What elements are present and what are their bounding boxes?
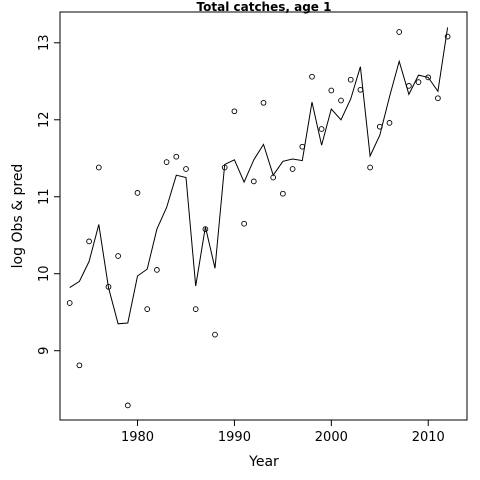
observed-point (347, 76, 354, 83)
observed-point (338, 97, 344, 104)
y-tick-label: 12 (37, 112, 52, 129)
x-tick-label: 2010 (412, 430, 445, 445)
observed-point (280, 190, 286, 197)
observed-point (231, 108, 238, 115)
observed-point (318, 126, 325, 132)
observed-point (124, 402, 131, 409)
y-axis: 9 10 11 12 13 (37, 35, 60, 355)
observed-point (328, 87, 335, 94)
x-tick-label: 2000 (315, 430, 348, 445)
observed-point (289, 166, 296, 172)
x-tick-label: 1980 (121, 430, 154, 445)
observed-point (144, 306, 151, 312)
plot-frame (59, 11, 468, 421)
observed-point (367, 164, 373, 171)
x-tick-label: 1990 (218, 430, 251, 445)
observed-point (241, 220, 247, 227)
observed-point (357, 86, 364, 93)
observed-point (415, 79, 422, 85)
observed-point (163, 159, 170, 165)
y-axis-title: log Obs & pred (10, 164, 26, 269)
chart-title: Total catches, age 1 (197, 0, 332, 14)
x-axis: 1980 1990 2000 2010 (121, 420, 445, 445)
observed-point (134, 190, 141, 196)
observed-point (212, 331, 218, 338)
y-tick-label: 11 (37, 188, 52, 205)
x-axis-title: Year (248, 454, 279, 470)
observed-point (86, 238, 92, 245)
observed-point (202, 226, 209, 232)
observed-point (396, 29, 403, 35)
plot-area (66, 27, 451, 409)
observed-point (435, 95, 441, 102)
observed-point (183, 166, 189, 172)
y-tick-label: 10 (37, 265, 52, 282)
observed-point (154, 267, 160, 273)
observed-point (250, 178, 257, 185)
y-tick-label: 9 (37, 347, 52, 355)
observed-point (425, 74, 432, 81)
y-tick-label: 13 (37, 35, 52, 52)
observed-point (444, 33, 451, 40)
observed-point (173, 153, 180, 160)
observed-point (309, 73, 315, 80)
observed-point (192, 306, 199, 312)
observed-point (115, 253, 121, 259)
observed-point (386, 120, 393, 126)
observed-point (260, 99, 267, 106)
observed-point (76, 362, 83, 369)
observed-point (66, 300, 73, 306)
predicted-line (69, 27, 449, 325)
observed-point (95, 164, 102, 171)
